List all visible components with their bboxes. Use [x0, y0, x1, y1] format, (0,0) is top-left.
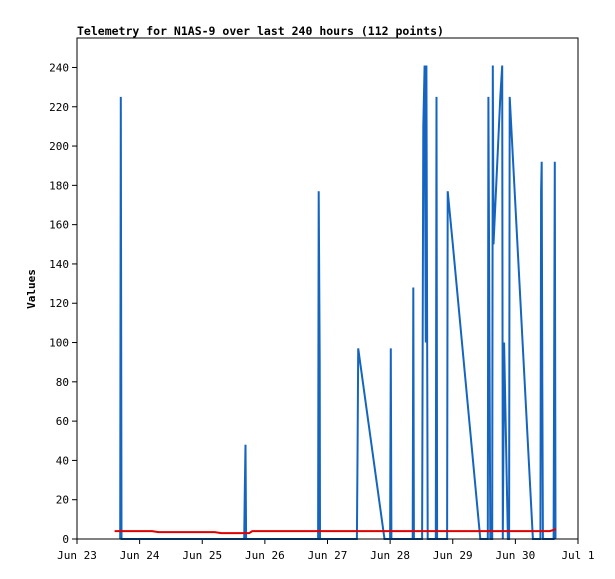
y-tick-label: 60 — [56, 415, 69, 428]
y-axis: 0 20 40 60 80 100 120 140 160 180 200 220 240 — [49, 61, 77, 546]
y-tick-label: 240 — [49, 61, 69, 74]
y-axis-label: Values — [25, 269, 38, 309]
y-tick-label: 0 — [62, 533, 69, 546]
x-axis: Jun 23 Jun 24 Jun 25 Jun 26 Jun 27 Jun 28 Jun … — [57, 539, 595, 562]
x-tick-label: Jun 25 — [182, 549, 222, 562]
x-tick-label: Jun 27 — [308, 549, 348, 562]
series-layer — [114, 65, 557, 540]
x-tick-label: Jul 1 — [561, 549, 594, 562]
y-tick-label: 100 — [49, 337, 69, 350]
x-tick-label: Jun 26 — [245, 549, 285, 562]
series-line-2 — [114, 528, 557, 535]
y-tick-label: 120 — [49, 297, 69, 310]
y-tick-label: 180 — [49, 179, 69, 192]
y-tick-label: 200 — [49, 140, 69, 153]
x-tick-label: Jun 23 — [57, 549, 97, 562]
y-tick-label: 140 — [49, 258, 69, 271]
x-tick-label: Jun 28 — [370, 549, 410, 562]
y-tick-label: 160 — [49, 219, 69, 232]
y-tick-label: 20 — [56, 494, 69, 507]
x-tick-label: Jun 24 — [120, 549, 160, 562]
series-line-1 — [119, 65, 557, 540]
y-tick-label: 80 — [56, 376, 69, 389]
chart-title: Telemetry for N1AS-9 over last 240 hours… — [77, 24, 444, 38]
x-tick-label: Jun 29 — [433, 549, 473, 562]
y-tick-label: 220 — [49, 101, 69, 114]
x-tick-label: Jun 30 — [496, 549, 536, 562]
y-tick-label: 40 — [56, 454, 69, 467]
